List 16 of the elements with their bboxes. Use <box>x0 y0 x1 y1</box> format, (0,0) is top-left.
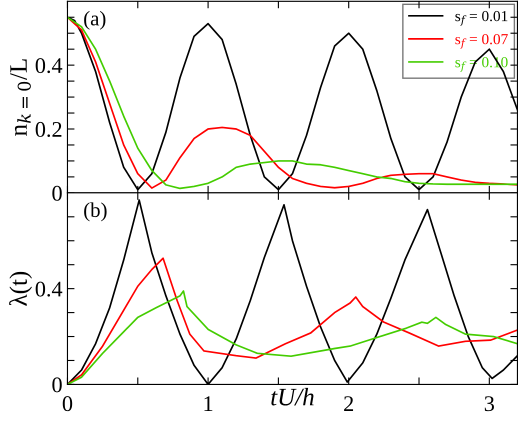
y-tick-label: 0 <box>52 377 62 392</box>
x-tick-label: 2 <box>344 396 354 411</box>
y-tick-label: 0.4 <box>36 58 62 74</box>
x-axis-title: tU/h <box>271 388 314 406</box>
annotation: (a) <box>84 10 106 30</box>
x-tick-label: 0 <box>62 396 72 412</box>
y-axis-title: n$_{k=0}$/L <box>10 59 31 136</box>
legend-label: s$_{f}$ = 0.01 <box>455 10 508 26</box>
x-tick-label: 1 <box>204 396 212 411</box>
y-tick-label: 0.4 <box>36 282 62 297</box>
annotation: (b) <box>84 202 107 222</box>
x-tick-label: 3 <box>484 396 494 412</box>
y-axis-title: λ(t) <box>9 272 32 306</box>
legend-label: s$_{f}$ = 0.07 <box>455 34 508 49</box>
y-tick-label: 0 <box>52 186 62 201</box>
y-tick-label: 0.2 <box>36 122 62 138</box>
